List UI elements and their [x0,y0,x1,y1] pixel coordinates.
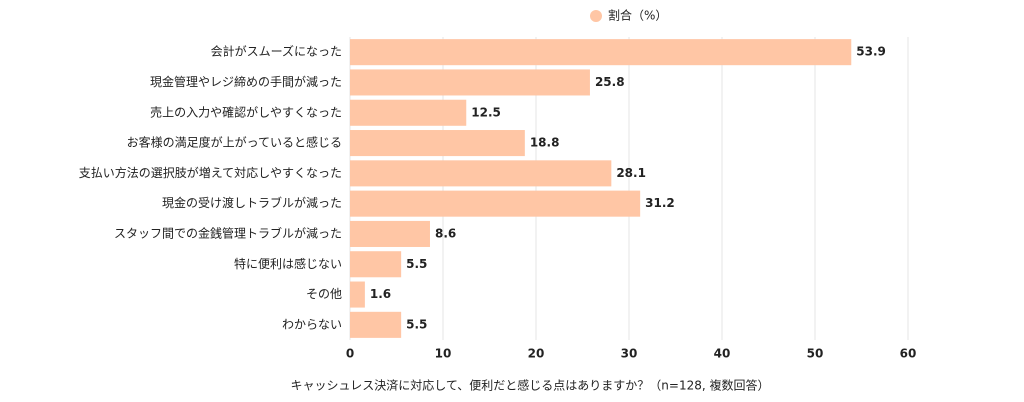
y-tick-label: その他 [306,287,342,301]
x-axis-title: キャッシュレス決済に対応して、便利だと感じる点はありますか？（n=128, 複数… [291,378,770,393]
y-tick-label: スタッフ間での金銭管理トラブルが減った [114,225,342,240]
y-tick-label: 支払い方法の選択肢が増えて対応しやすくなった [79,165,342,180]
bar [350,311,402,338]
y-tick-label: 会計がスムーズになった [211,44,342,59]
y-tick-label: 現金管理やレジ締めの手間が減った [150,74,342,89]
bar [350,130,525,157]
x-tick-label: 40 [714,347,731,361]
bar [350,69,590,96]
bar [350,99,467,126]
value-label: 12.5 [471,105,501,119]
x-tick-label: 60 [900,347,917,361]
y-tick-label: 売上の入力や確認がしやすくなった [150,104,342,119]
bar [350,160,612,187]
x-tick-label: 10 [435,347,452,361]
bar [350,39,852,66]
value-label: 28.1 [616,166,646,180]
y-tick-label: 現金の受け渡しトラブルが減った [162,195,342,210]
bar [350,220,430,247]
x-tick-label: 0 [346,347,354,361]
x-tick-label: 50 [807,347,824,361]
value-label: 8.6 [435,226,456,240]
value-label: 53.9 [856,45,886,59]
bar [350,190,641,217]
bar [350,281,365,308]
value-label: 31.2 [645,196,675,210]
y-tick-label: わからない [282,317,342,331]
value-label: 5.5 [406,257,427,271]
x-tick-label: 20 [528,347,545,361]
x-tick-label: 30 [621,347,638,361]
value-label: 1.6 [370,287,391,301]
value-label: 18.8 [530,136,560,150]
y-tick-label: お客様の満足度が上がっていると感じる [127,135,342,150]
value-label: 5.5 [406,317,427,331]
y-tick-label: 特に便利は感じない [234,256,342,271]
legend-marker [590,10,602,22]
legend-label: 割合（%） [608,8,667,23]
value-label: 25.8 [595,75,625,89]
bar [350,251,402,278]
